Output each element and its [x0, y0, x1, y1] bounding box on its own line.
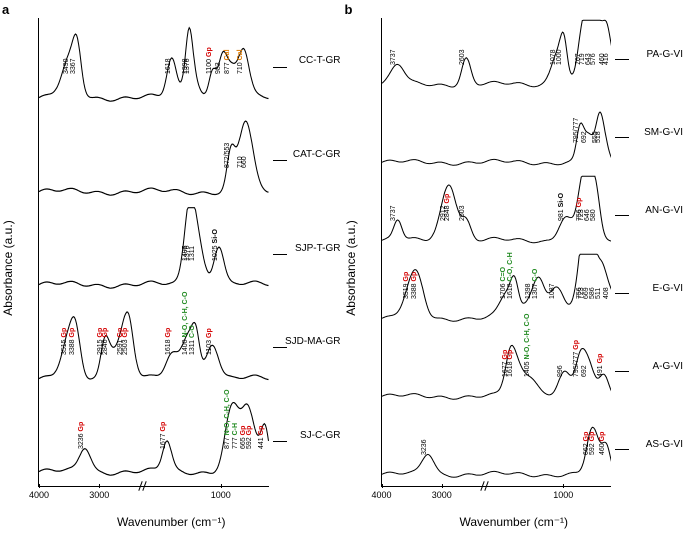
panel-label: a [2, 2, 9, 17]
spectrum-name-tick [615, 59, 629, 60]
spectrum-name-tick [615, 449, 629, 450]
spectrum-line [39, 112, 269, 206]
spectrum-name: AS-G-VI [646, 439, 683, 450]
spectrum-line [382, 408, 612, 486]
spectrum-row: CAT-C-GR710872/553660 [39, 112, 269, 206]
spectrum-row: PA-G-VI373726031078100076771964357646041… [382, 18, 612, 96]
spectrum-name-tick [273, 347, 287, 348]
spectrum-row: SJ-C-GR3236 Gp1677 Gp877 N-O, C-H, C-O77… [39, 392, 269, 486]
spectrum-row: SM-G-VI795/777692555518 [382, 96, 612, 174]
spectrum-row: SJP-T-GR1405137613111025 Si-O [39, 205, 269, 299]
spectrum-row: E-G-VI3519 Gp3388 Gp1706 C=O1618 C-O, C-… [382, 252, 612, 330]
spectrum-line [382, 174, 612, 252]
x-tick: 1000 [211, 490, 231, 500]
x-axis-label: Wavenumber (cm⁻¹) [117, 515, 226, 529]
spectrum-name: E-G-VI [652, 283, 683, 294]
figure-root: aAbsorbance (a.u.)Wavenumber (cm⁻¹)40003… [0, 0, 685, 535]
spectrum-name-tick [615, 371, 629, 372]
spectrum-line [382, 96, 612, 174]
spectrum-row: A-G-VI1677 Gp1618 Gp1405 N-O, C-H, C-O99… [382, 330, 612, 408]
spectrum-name: CAT-C-GR [293, 149, 341, 160]
y-axis-label: Absorbance (a.u.) [344, 220, 358, 315]
plot-area: 400030001000CC-T-GR349033671618139813761… [38, 18, 269, 487]
spectrum-name: SJ-C-GR [300, 430, 341, 441]
spectrum-name: PA-G-VI [647, 49, 683, 60]
spectrum-line [39, 18, 269, 112]
x-tick: 1000 [553, 490, 573, 500]
spectrum-name-tick [615, 293, 629, 294]
plot-area: 400030001000PA-G-VI373726031078100076771… [381, 18, 612, 487]
spectrum-name: A-G-VI [652, 361, 683, 372]
x-axis-label: Wavenumber (cm⁻¹) [459, 515, 568, 529]
panel-label: b [345, 2, 353, 17]
spectrum-name: AN-G-VI [645, 205, 683, 216]
panel-a: aAbsorbance (a.u.)Wavenumber (cm⁻¹)40003… [0, 0, 343, 535]
spectrum-row: CC-T-GR349033671618139813761100 Gp983877… [39, 18, 269, 112]
panels-container: aAbsorbance (a.u.)Wavenumber (cm⁻¹)40003… [0, 0, 685, 535]
spectrum-name-tick [615, 215, 629, 216]
spectrum-line [39, 205, 269, 299]
x-tick: 4000 [371, 490, 391, 500]
panel-b: bAbsorbance (a.u.)Wavenumber (cm⁻¹)40003… [343, 0, 685, 535]
spectrum-row: AS-G-VI3236662 Gp592 Gp460 Gp [382, 408, 612, 486]
spectrum-name: SM-G-VI [644, 127, 683, 138]
spectrum-name-tick [273, 254, 287, 255]
spectrum-line [382, 252, 612, 330]
spectrum-name: CC-T-GR [299, 55, 341, 66]
x-tick: 3000 [89, 490, 109, 500]
spectrum-line [39, 299, 269, 393]
spectrum-name-tick [273, 441, 287, 442]
spectrum-name: SJP-T-GR [295, 243, 341, 254]
y-axis-label: Absorbance (a.u.) [1, 220, 15, 315]
spectrum-line [39, 392, 269, 486]
spectrum-row: SJD-MA-GR3515 Gp3388 Gp2915 Gp2846 Gp259… [39, 299, 269, 393]
x-tick: 4000 [29, 490, 49, 500]
spectrum-name-tick [615, 137, 629, 138]
spectrum-name-tick [273, 67, 287, 68]
spectrum-line [382, 18, 612, 96]
spectrum-line [382, 330, 612, 408]
x-tick: 3000 [432, 490, 452, 500]
spectrum-name: SJD-MA-GR [285, 336, 341, 347]
spectrum-name-tick [273, 160, 287, 161]
spectrum-row: AN-G-VI373729122848 Gp2603981 Si-O756 Gp… [382, 174, 612, 252]
